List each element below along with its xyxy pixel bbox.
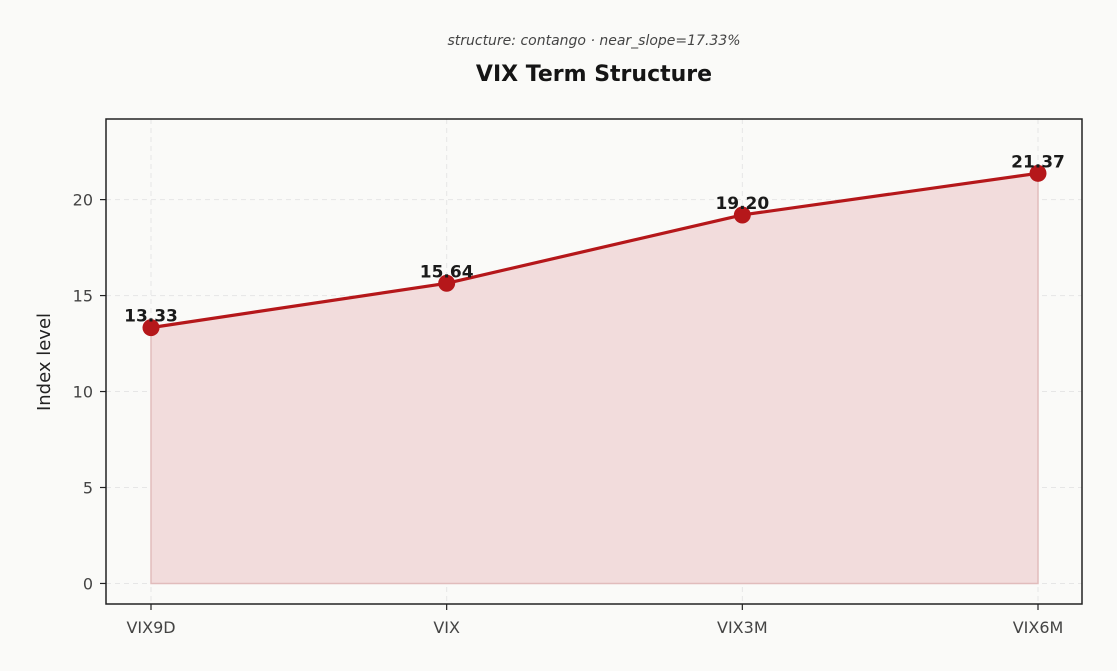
y-tick-label: 5 xyxy=(83,479,93,498)
area-layer xyxy=(150,172,1039,585)
y-tick-label: 15 xyxy=(73,287,93,306)
chart-title: VIX Term Structure xyxy=(475,62,713,87)
y-axis-label: Index level xyxy=(34,313,55,411)
data-label-vix6m: 21.37 xyxy=(1011,152,1065,172)
data-labels-layer: 13.33 15.64 19.20 21.37 xyxy=(124,152,1065,326)
series-line xyxy=(150,171,1039,330)
y-tick-label: 0 xyxy=(83,574,93,593)
plot-frame xyxy=(105,118,1083,605)
data-label-vix: 15.64 xyxy=(420,262,474,282)
chart-subtitle: structure: contango · near_slope=17.33% xyxy=(447,33,741,49)
data-point-vix xyxy=(438,274,456,292)
data-point-vix9d xyxy=(142,319,160,337)
data-point-vix3m xyxy=(733,206,751,224)
x-tick-label-vix6m: VIX6M xyxy=(1013,618,1064,637)
x-tick-label-vix9d: VIX9D xyxy=(126,618,175,637)
x-axis: VIX9D VIX VIX3M VIX6M xyxy=(126,604,1063,637)
y-tick-label: 20 xyxy=(73,191,93,210)
area-fill xyxy=(150,172,1039,585)
series-layer xyxy=(142,164,1047,337)
data-label-vix9d: 13.33 xyxy=(124,307,178,327)
y-tick-label: 10 xyxy=(73,383,93,402)
x-tick-label-vix: VIX xyxy=(433,618,460,637)
data-label-vix3m: 19.20 xyxy=(715,194,769,214)
y-axis: 0 5 10 15 20 xyxy=(73,191,106,593)
x-tick-label-vix3m: VIX3M xyxy=(717,618,768,637)
data-point-vix6m xyxy=(1029,164,1047,182)
